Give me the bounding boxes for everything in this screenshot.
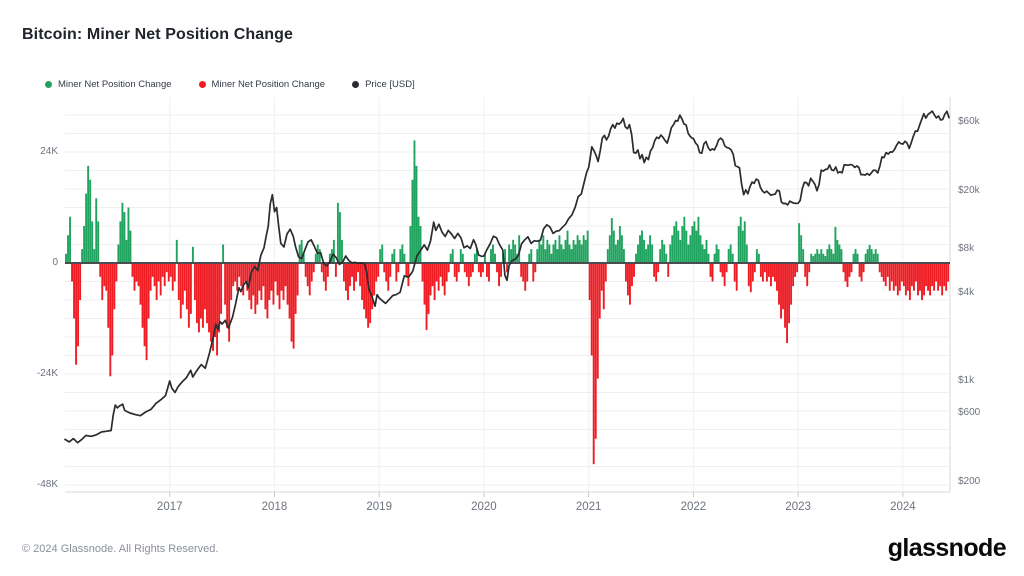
plot-area[interactable] (64, 97, 951, 497)
chart-legend: Miner Net Position Change Miner Net Posit… (45, 79, 442, 90)
legend-item-label: Price [USD] (365, 79, 415, 90)
copyright-text: © 2024 Glassnode. All Rights Reserved. (22, 543, 219, 555)
right-axis-tick: $200 (958, 476, 981, 488)
left-axis-tick: 24K (40, 146, 58, 157)
legend-item-label: Miner Net Position Change (211, 79, 326, 90)
x-axis-tick: 2018 (261, 501, 288, 513)
right-axis-tick: $20k (958, 185, 980, 197)
legend-item-1[interactable]: Miner Net Position Change (198, 79, 326, 90)
netpos-bars (65, 140, 950, 465)
x-axis-tick: 2021 (575, 501, 602, 513)
legend-dot-icon (45, 81, 52, 88)
glassnode-logo: glassnode (887, 534, 1007, 562)
x-axis-tick: 2019 (366, 501, 392, 513)
v-gridlines (169, 97, 904, 492)
right-axis-tick: $4k (958, 287, 975, 299)
left-axis-tick: -48K (36, 479, 58, 490)
x-axis-tick: 2017 (156, 501, 183, 513)
x-axis-tick: 2024 (890, 501, 916, 513)
left-axis-tick: 0 (52, 257, 58, 268)
x-axis-tick: 2020 (471, 501, 497, 513)
price-line (64, 110, 950, 444)
right-axis-tick: $1k (958, 374, 975, 386)
legend-item-0[interactable]: Miner Net Position Change (45, 79, 172, 90)
x-axis-tick: 2022 (680, 501, 707, 513)
right-axis-tick: $60k (958, 116, 980, 127)
right-axis-tick: $600 (958, 407, 981, 418)
legend-dot-icon (198, 81, 206, 88)
legend-item-2[interactable]: Price [USD] (352, 79, 415, 90)
right-axis-tick: $8k (958, 243, 975, 255)
legend-item-label: Miner Net Position Change (58, 79, 172, 90)
legend-dot-icon (352, 81, 360, 88)
x-axis-tick: 2023 (785, 501, 811, 513)
left-axis-tick: -24K (36, 368, 58, 379)
page-title: Bitcoin: Miner Net Position Change (22, 26, 293, 43)
